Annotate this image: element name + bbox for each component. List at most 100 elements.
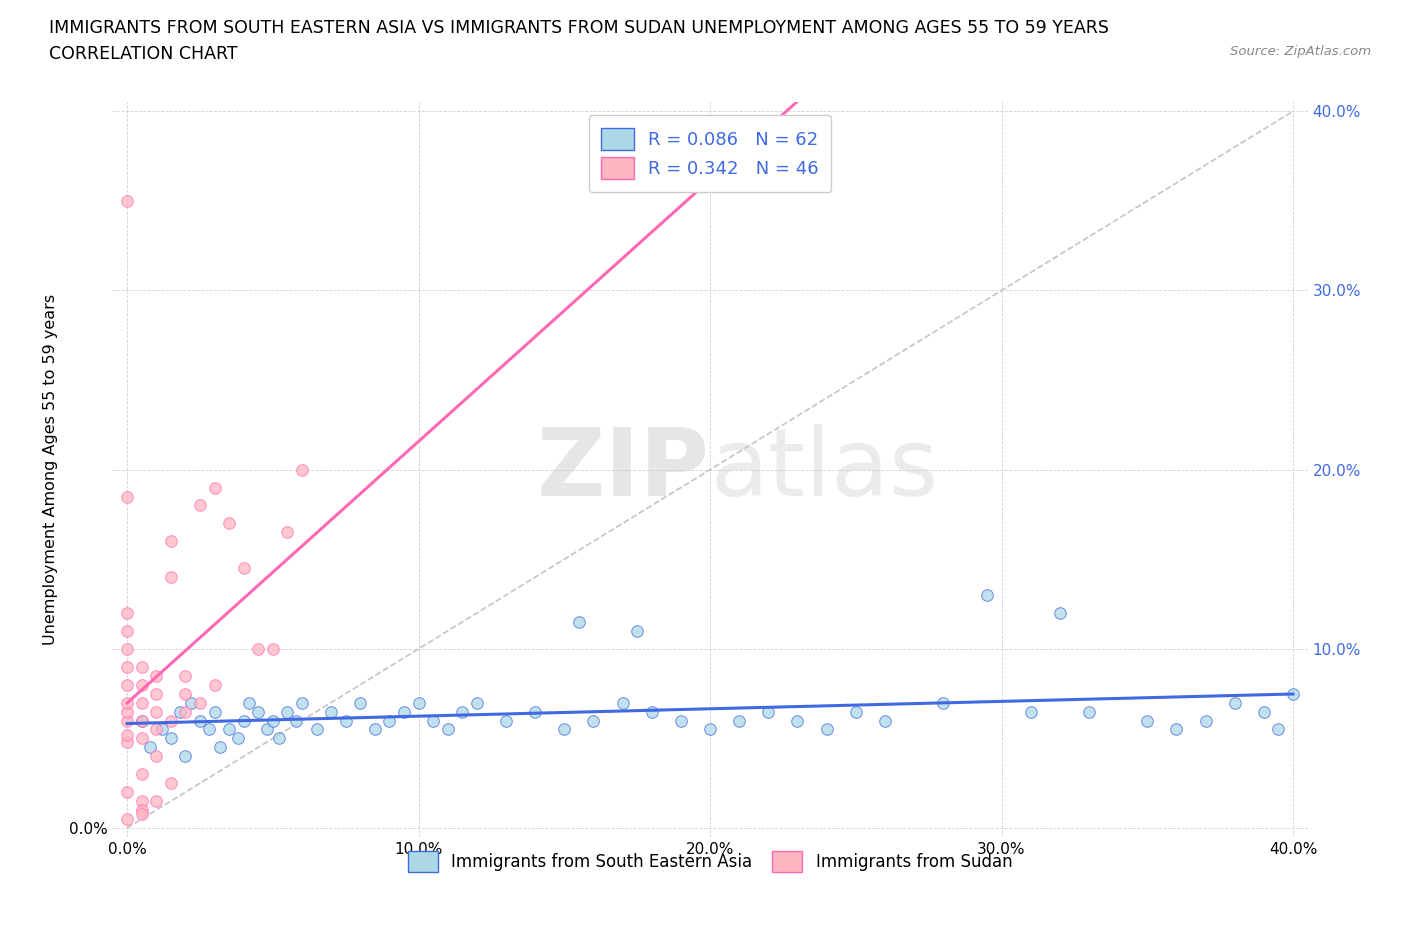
Point <box>115 727 138 742</box>
Point <box>131 713 153 728</box>
Point <box>408 695 430 710</box>
Point <box>364 722 387 737</box>
Point <box>232 561 254 576</box>
Text: ZIP: ZIP <box>537 424 710 515</box>
Point <box>612 695 634 710</box>
Point <box>699 722 721 737</box>
Y-axis label: Unemployment Among Ages 55 to 59 years: Unemployment Among Ages 55 to 59 years <box>42 294 58 645</box>
Point <box>641 704 664 719</box>
Point <box>115 704 138 719</box>
Point <box>786 713 808 728</box>
Point <box>319 704 342 719</box>
Point <box>815 722 838 737</box>
Point <box>145 686 167 701</box>
Point <box>131 659 153 674</box>
Point <box>131 713 153 728</box>
Point <box>145 749 167 764</box>
Point <box>1049 605 1071 620</box>
Point <box>131 731 153 746</box>
Point <box>115 713 138 728</box>
Point <box>115 695 138 710</box>
Point <box>422 713 444 728</box>
Point <box>873 713 896 728</box>
Point <box>218 722 240 737</box>
Point <box>115 623 138 638</box>
Point <box>159 713 181 728</box>
Point <box>1267 722 1289 737</box>
Point <box>335 713 357 728</box>
Point <box>582 713 605 728</box>
Point <box>1282 686 1305 701</box>
Point <box>276 525 298 539</box>
Point <box>188 713 211 728</box>
Point <box>159 570 181 585</box>
Point <box>669 713 692 728</box>
Point <box>1253 704 1275 719</box>
Point <box>139 740 162 755</box>
Point <box>159 776 181 790</box>
Point <box>145 793 167 808</box>
Point <box>115 642 138 657</box>
Point <box>115 785 138 800</box>
Point <box>495 713 517 728</box>
Point <box>174 704 197 719</box>
Point <box>131 695 153 710</box>
Point <box>174 669 197 684</box>
Point <box>568 615 591 630</box>
Point <box>553 722 575 737</box>
Point <box>218 516 240 531</box>
Point <box>845 704 868 719</box>
Point <box>115 605 138 620</box>
Point <box>756 704 779 719</box>
Point <box>188 498 211 513</box>
Text: IMMIGRANTS FROM SOUTH EASTERN ASIA VS IMMIGRANTS FROM SUDAN UNEMPLOYMENT AMONG A: IMMIGRANTS FROM SOUTH EASTERN ASIA VS IM… <box>49 19 1109 36</box>
Point <box>145 704 167 719</box>
Point <box>145 669 167 684</box>
Point <box>247 642 270 657</box>
Point <box>115 193 138 208</box>
Point <box>1166 722 1188 737</box>
Point <box>145 722 167 737</box>
Point <box>204 480 226 495</box>
Point <box>209 740 232 755</box>
Point <box>131 767 153 782</box>
Point <box>392 704 415 719</box>
Point <box>115 735 138 750</box>
Point <box>291 462 314 477</box>
Point <box>349 695 371 710</box>
Point <box>378 713 401 728</box>
Point <box>247 704 270 719</box>
Point <box>131 677 153 692</box>
Point <box>1194 713 1216 728</box>
Point <box>267 731 290 746</box>
Point <box>131 806 153 821</box>
Point <box>169 704 191 719</box>
Point <box>626 623 648 638</box>
Point <box>1136 713 1159 728</box>
Point <box>174 749 197 764</box>
Point <box>226 731 249 746</box>
Point <box>436 722 458 737</box>
Point <box>131 793 153 808</box>
Point <box>115 489 138 504</box>
Point <box>188 695 211 710</box>
Point <box>238 695 260 710</box>
Point <box>197 722 219 737</box>
Point <box>232 713 254 728</box>
Point <box>976 588 998 603</box>
Point <box>305 722 328 737</box>
Text: Source: ZipAtlas.com: Source: ZipAtlas.com <box>1230 45 1371 58</box>
Point <box>115 677 138 692</box>
Point <box>291 695 314 710</box>
Point <box>285 713 308 728</box>
Point <box>728 713 751 728</box>
Point <box>932 695 955 710</box>
Legend: Immigrants from South Eastern Asia, Immigrants from Sudan: Immigrants from South Eastern Asia, Immi… <box>399 844 1021 880</box>
Point <box>276 704 298 719</box>
Point <box>204 677 226 692</box>
Point <box>256 722 278 737</box>
Point <box>180 695 202 710</box>
Point <box>159 731 181 746</box>
Point <box>115 812 138 827</box>
Point <box>1078 704 1101 719</box>
